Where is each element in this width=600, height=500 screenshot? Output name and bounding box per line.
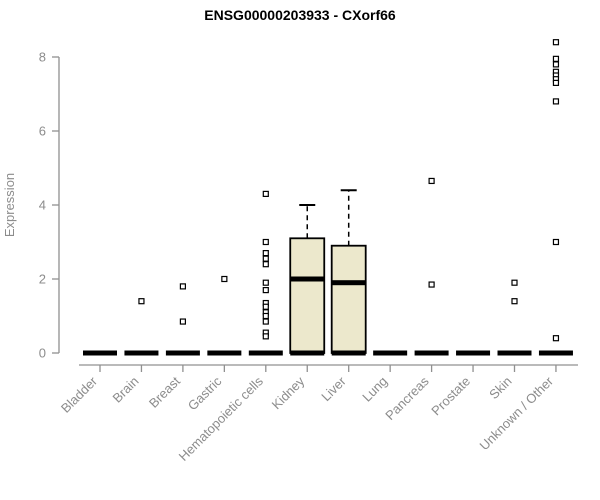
y-tick-label: 0 — [39, 346, 46, 361]
x-category-label: Kidney — [269, 373, 308, 412]
iqr-box — [289, 237, 326, 354]
median-line — [414, 350, 449, 356]
outlier-point — [262, 261, 269, 268]
boxplot-liver — [330, 189, 367, 356]
y-tick-label: 4 — [39, 198, 46, 213]
boxplot-breast — [165, 283, 200, 356]
boxplot-unknown-other — [538, 39, 573, 356]
outlier-point — [262, 303, 269, 310]
median-line — [83, 350, 117, 356]
min-line — [331, 350, 366, 356]
boxplot-bladder — [83, 350, 117, 356]
outlier-point — [262, 318, 269, 325]
outlier-point — [262, 333, 269, 340]
median-line — [165, 350, 200, 356]
median-line — [456, 350, 491, 356]
median-line — [207, 350, 242, 356]
median-line — [373, 350, 408, 356]
x-category-label: Prostate — [428, 374, 473, 419]
outlier-point — [552, 335, 560, 342]
outlier-point — [511, 298, 518, 305]
boxplot-brain — [124, 298, 159, 356]
outlier-point — [138, 298, 145, 305]
median-line — [248, 350, 283, 356]
median-line — [290, 276, 325, 282]
y-tick-label: 8 — [39, 50, 46, 65]
iqr-box — [330, 244, 367, 354]
x-category-label: Unknown / Other — [476, 373, 556, 453]
y-axis-label: Expression — [2, 173, 17, 237]
boxplot-prostate — [456, 350, 491, 356]
x-category-label: Gastric — [185, 373, 225, 413]
outlier-point — [428, 177, 435, 185]
outlier-point — [552, 238, 560, 246]
median-line — [124, 350, 159, 356]
outlier-point — [552, 98, 560, 105]
outlier-point — [262, 287, 269, 294]
boxplot-skin — [497, 279, 532, 356]
outlier-point — [428, 281, 435, 288]
x-category-label: Skin — [486, 374, 514, 402]
min-line — [290, 350, 325, 356]
boxplot-lung — [373, 350, 408, 356]
boxplot-hematopoietic-cells — [248, 190, 283, 356]
boxplot-kidney — [289, 204, 326, 356]
median-line — [331, 280, 366, 286]
x-category-label: Liver — [318, 373, 349, 404]
x-category-label: Pancreas — [382, 373, 432, 423]
outlier-point — [511, 279, 518, 286]
boxplot-pancreas — [414, 177, 449, 356]
outlier-point — [179, 283, 186, 290]
outlier-point — [552, 55, 560, 62]
outlier-point — [262, 279, 269, 286]
outlier-point — [552, 61, 560, 68]
y-tick-label: 6 — [39, 124, 46, 139]
x-category-label: Bladder — [58, 373, 101, 416]
median-line — [497, 350, 532, 356]
y-tick-label: 2 — [39, 272, 46, 287]
outlier-point — [262, 255, 269, 262]
outlier-point — [179, 318, 186, 325]
outlier-point — [262, 190, 269, 197]
median-line — [538, 350, 573, 356]
chart-title: ENSG00000203933 - CXorf66 — [204, 7, 396, 23]
outlier-point — [262, 250, 269, 257]
outlier-point — [552, 79, 560, 87]
outlier-point — [262, 312, 269, 320]
x-category-label: Breast — [146, 373, 183, 410]
outlier-point — [262, 238, 269, 246]
outlier-point — [552, 39, 560, 46]
outlier-point — [221, 275, 228, 283]
boxplot-gastric — [207, 275, 242, 356]
x-category-label: Brain — [109, 374, 141, 406]
x-category-label: Lung — [359, 374, 390, 405]
